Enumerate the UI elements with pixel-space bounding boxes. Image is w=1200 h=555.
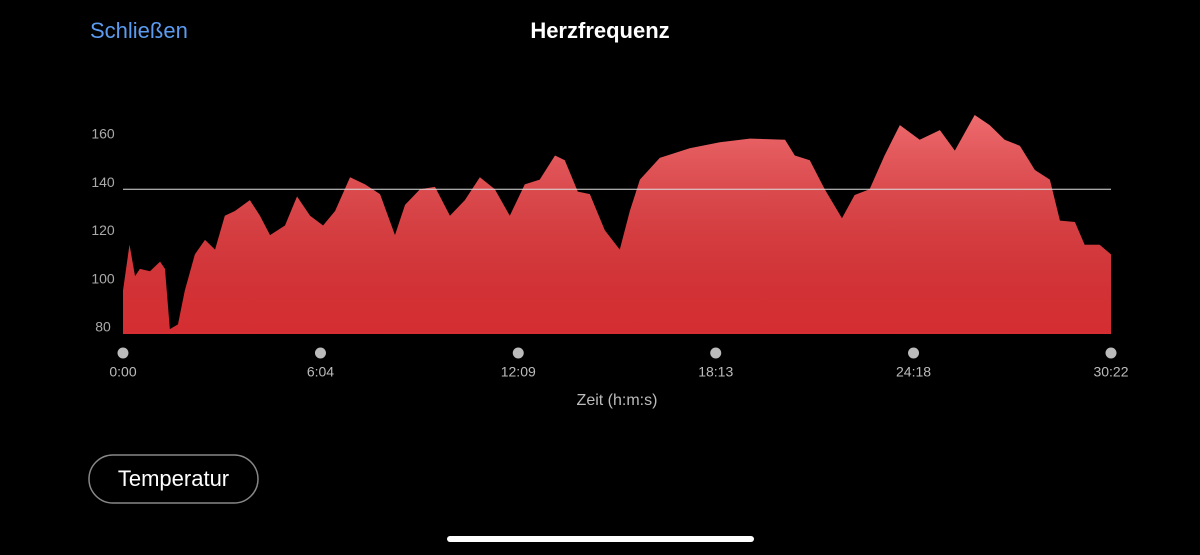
x-tick-label: 30:22 (1093, 364, 1128, 380)
x-tick-dot (1105, 347, 1117, 359)
x-tick-label: 6:04 (307, 364, 334, 380)
area-shade (123, 114, 1111, 334)
y-tick-label: 120 (91, 222, 115, 238)
x-axis-label: Zeit (h:m:s) (577, 392, 658, 409)
y-tick-label: 140 (91, 174, 115, 190)
home-indicator (447, 536, 754, 542)
x-tick-dot (512, 347, 524, 359)
title: Herzfrequenz (530, 18, 669, 43)
y-tick-label: 100 (91, 270, 115, 286)
x-tick-dot (314, 347, 326, 359)
x-tick-label: 12:09 (501, 364, 536, 380)
x-tick-dot (117, 347, 129, 359)
temperature-label[interactable]: Temperatur (118, 466, 229, 491)
x-tick-label: 24:18 (896, 364, 931, 380)
plot: 80 100 120 140 160 0:00 6:04 12:09 18:13 24:18 30:… (91, 114, 1129, 380)
close-button[interactable]: Schließen (90, 18, 188, 43)
x-tick-dot (710, 347, 722, 359)
y-tick-label: 160 (91, 126, 115, 142)
y-tick-label: 80 (95, 319, 111, 335)
x-tick-label: 0:00 (109, 364, 136, 380)
temperature-button[interactable] (88, 454, 259, 504)
x-tick-dot (908, 347, 920, 359)
x-tick-label: 18:13 (698, 364, 733, 380)
